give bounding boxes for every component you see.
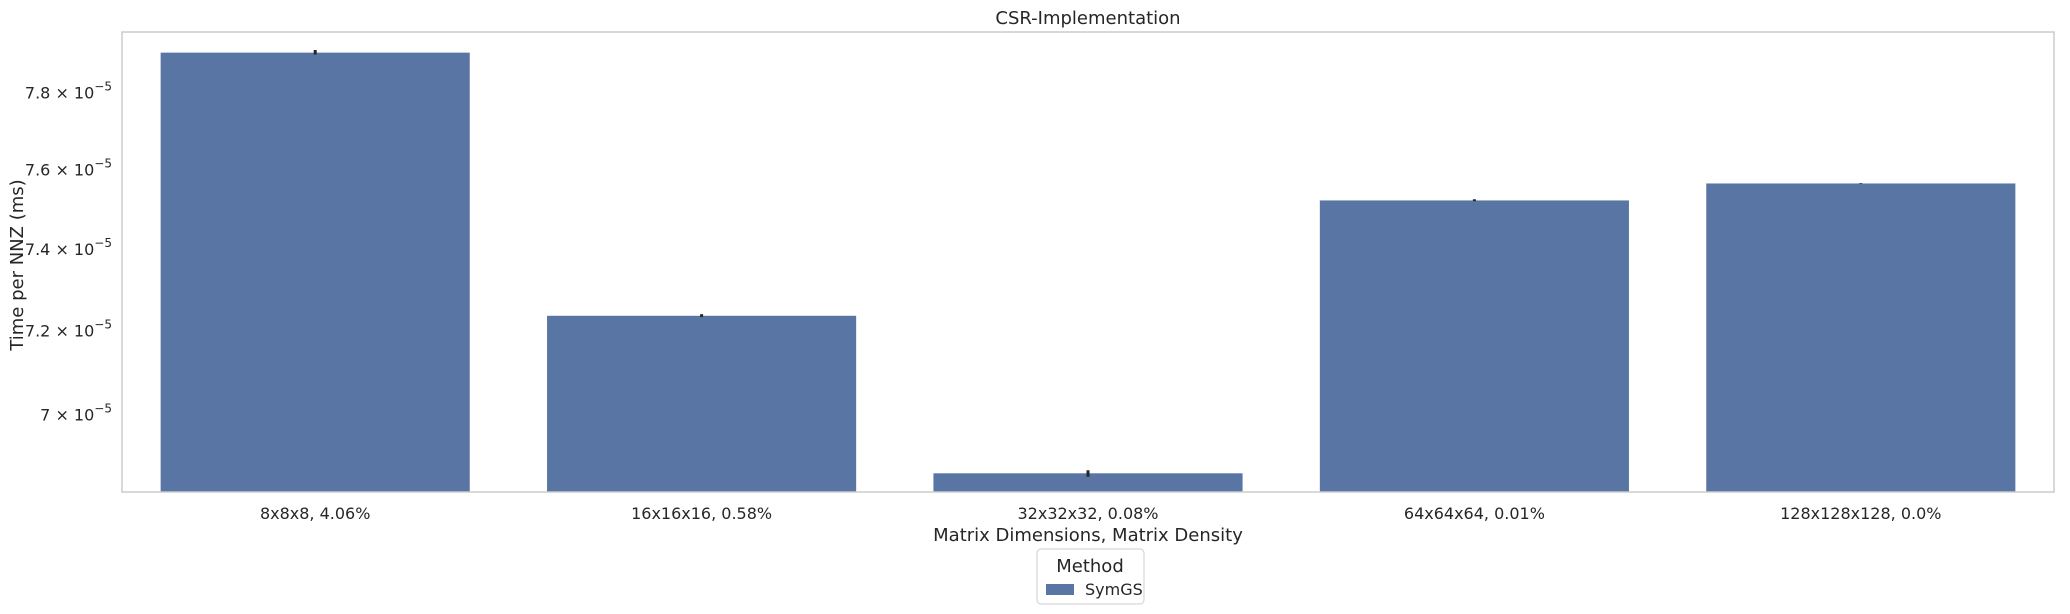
- x-tick-label-0: 8x8x8, 4.06%: [260, 504, 370, 523]
- bar-4: [1706, 183, 2016, 492]
- legend-label-symgs: SymGS: [1085, 580, 1143, 599]
- legend-title: Method: [1056, 556, 1124, 577]
- chart-title: CSR-Implementation: [995, 8, 1180, 29]
- bar-0: [160, 52, 470, 493]
- bar-2: [933, 473, 1243, 492]
- x-axis-title: Matrix Dimensions, Matrix Density: [933, 525, 1243, 546]
- y-tick-label-0: 7 × 10−5: [40, 401, 112, 424]
- y-tick-label-2: 7.4 × 10−5: [25, 236, 112, 259]
- bars-group: [160, 52, 2016, 493]
- x-tick-label-3: 64x64x64, 0.01%: [1404, 504, 1545, 523]
- plot-frame: [121, 31, 2055, 493]
- error-bars-group: [313, 50, 1863, 477]
- y-tick-label-1: 7.2 × 10−5: [25, 318, 112, 341]
- y-axis-ticks: 7 × 10−5 7.2 × 10−5 7.4 × 10−5 7.6 × 10−5 7.…: [25, 79, 112, 424]
- y-tick-label-3: 7.6 × 10−5: [25, 157, 112, 180]
- x-axis-ticks: 8x8x8, 4.06% 16x16x16, 0.58% 32x32x32, 0.0…: [260, 504, 1942, 523]
- x-tick-label-1: 16x16x16, 0.58%: [631, 504, 772, 523]
- bar-3: [1319, 200, 1629, 492]
- x-tick-label-2: 32x32x32, 0.08%: [1017, 504, 1158, 523]
- legend-swatch-symgs: [1046, 584, 1074, 595]
- y-axis-title: Time per NNZ (ms): [7, 179, 28, 351]
- x-tick-label-4: 128x128x128, 0.0%: [1780, 504, 1941, 523]
- y-tick-label-4: 7.8 × 10−5: [25, 79, 112, 102]
- bar-1: [547, 315, 857, 492]
- legend: Method SymGS: [1036, 548, 1145, 605]
